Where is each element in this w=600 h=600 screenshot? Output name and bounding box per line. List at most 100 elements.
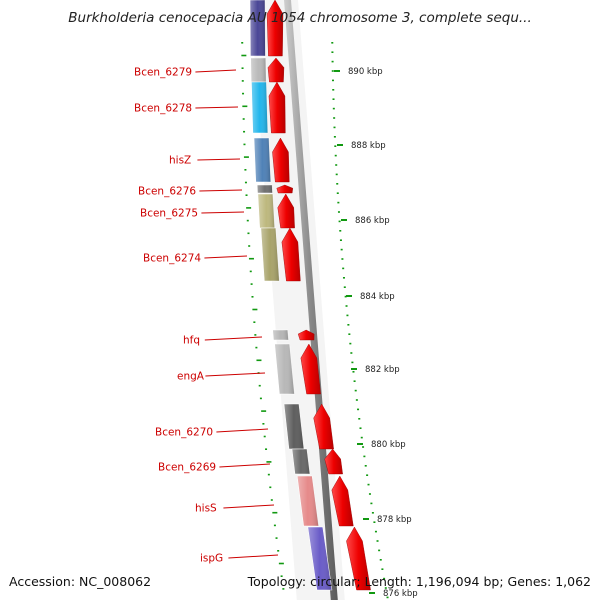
gc-dot (277, 550, 280, 552)
gc-dot (266, 461, 272, 463)
tick-label: 880 kbp (371, 440, 406, 450)
gc-dot (241, 54, 247, 57)
skew-dot (334, 154, 337, 157)
skew-dot (333, 126, 336, 129)
tick-label: 882 kbp (365, 365, 400, 375)
gene-leader-line (197, 158, 241, 161)
gene-shine (283, 404, 304, 449)
gc-dot (241, 67, 244, 69)
gene-leader-line (219, 463, 271, 468)
gene-shine (260, 228, 280, 281)
gc-dot (246, 207, 252, 209)
gc-dot (242, 92, 245, 95)
skew-dot (331, 51, 334, 53)
gene-shine (257, 185, 273, 193)
strand-arrow (281, 227, 301, 282)
gc-dot (244, 181, 247, 184)
gc-dot (272, 511, 278, 514)
gene-shine (251, 82, 268, 133)
gene-label: engA (177, 371, 205, 383)
strand-arrow (300, 343, 321, 395)
skew-dot (333, 136, 336, 138)
skew-dot (357, 408, 360, 411)
skew-dot (359, 427, 362, 429)
gc-dot (256, 359, 262, 362)
gene-label: Bcen_6275 (140, 208, 198, 220)
gc-dot (275, 537, 278, 539)
gc-dot (273, 524, 276, 527)
skew-dot (364, 465, 367, 467)
tick-mark (351, 368, 357, 370)
gene-leader-line (223, 504, 275, 509)
tick-mark (363, 518, 369, 520)
gc-dot (242, 105, 248, 108)
strand-arrow (331, 475, 354, 527)
tick-label: 876 kbp (383, 589, 418, 599)
skew-dot (342, 277, 345, 279)
skew-dot (336, 183, 339, 185)
skew-dot (334, 145, 337, 147)
gc-dot (270, 499, 273, 501)
tick-mark (341, 219, 347, 221)
skew-dot (341, 258, 344, 260)
strand-arrow (268, 81, 286, 134)
strand-arrow (277, 193, 295, 229)
skew-dot (346, 314, 349, 317)
gc-dot (241, 80, 244, 82)
gc-dot (278, 562, 284, 565)
gc-dot (249, 270, 252, 273)
tick-mark (334, 70, 340, 72)
gc-dot (252, 308, 258, 311)
skew-dot (367, 483, 370, 486)
gc-dot (265, 448, 268, 450)
gene-shine (291, 449, 310, 474)
gene-shine (257, 194, 275, 228)
strand-arrow (297, 329, 315, 341)
gc-dot (254, 334, 257, 336)
gene-shine (250, 0, 266, 56)
skew-dot (337, 201, 340, 204)
skew-dot (374, 530, 377, 533)
skew-dot (347, 324, 350, 326)
gene-label: Bcen_6274 (143, 253, 201, 265)
gene-label: ispG (200, 553, 223, 565)
strand-arrow (267, 57, 285, 83)
skew-dot (384, 587, 387, 589)
skew-dot (350, 352, 353, 354)
gc-dot (263, 435, 266, 438)
skew-dot (351, 361, 354, 364)
gc-dot (244, 169, 247, 171)
gene-label: Bcen_6278 (134, 103, 192, 115)
gene-label: hisS (195, 503, 217, 515)
gc-dot (262, 423, 265, 425)
gc-dot (243, 143, 246, 146)
skew-dot (349, 342, 352, 345)
gc-dot (242, 118, 245, 120)
skew-dot (333, 117, 336, 119)
tick-label: 878 kbp (377, 515, 412, 525)
tick-label: 884 kbp (360, 292, 395, 302)
skew-dot (332, 89, 335, 91)
gene-shine (250, 58, 267, 82)
gene-label: Bcen_6279 (134, 67, 192, 79)
gene-leader-line (195, 69, 237, 73)
gc-dot (248, 245, 251, 247)
skew-dot (379, 559, 382, 561)
skew-dot (366, 474, 369, 476)
gene-label: Bcen_6269 (158, 462, 216, 474)
skew-dot (332, 107, 335, 110)
gene-shine (272, 330, 289, 340)
skew-dot (331, 79, 334, 82)
gene-shine (274, 344, 295, 394)
gc-dot (245, 194, 248, 196)
skew-dot (332, 98, 335, 100)
summary-text: Topology: circular; Length: 1,196,094 bp… (247, 574, 591, 589)
gene-leader-line (205, 372, 266, 377)
strand-arrow (272, 137, 290, 183)
gc-dot (246, 219, 249, 222)
strand-arrow (313, 403, 334, 450)
accession-text: Accession: NC_008062 (9, 574, 152, 589)
tick-mark (346, 295, 352, 297)
gc-dot (267, 473, 270, 476)
gene-shine (253, 138, 271, 182)
